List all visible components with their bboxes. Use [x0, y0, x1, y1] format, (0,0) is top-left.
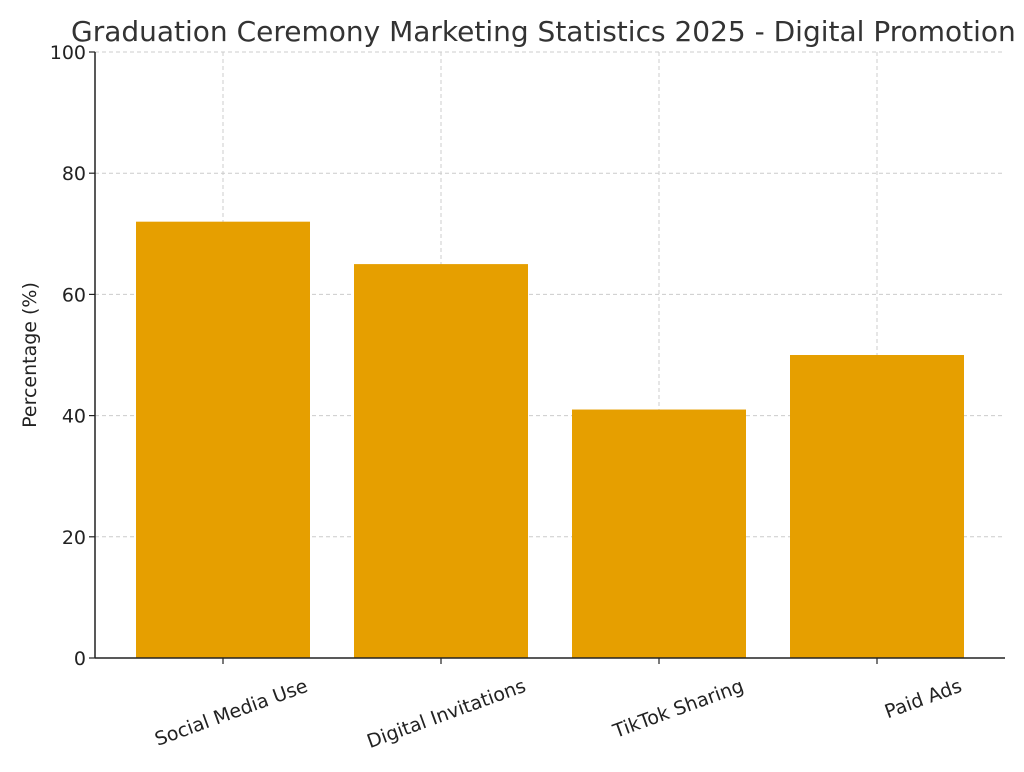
y-axis-label: Percentage (%)	[19, 282, 41, 428]
x-tick-label: TikTok Sharing	[609, 675, 746, 743]
y-tick-label: 100	[50, 42, 86, 64]
x-tick-label: Digital Invitations	[364, 675, 529, 753]
y-tick-label: 0	[74, 648, 86, 670]
y-tick-label: 60	[62, 284, 86, 306]
chart-title: Graduation Ceremony Marketing Statistics…	[71, 15, 1016, 48]
x-tick-label: Paid Ads	[882, 675, 965, 723]
y-tick-label: 20	[62, 527, 86, 549]
bar-tiktok-sharing	[572, 409, 746, 658]
x-tick-label: Social Media Use	[152, 675, 311, 751]
y-tick-label: 40	[62, 406, 86, 428]
bar-digital-invitations	[354, 264, 528, 658]
bar-paid-ads	[790, 355, 964, 658]
bars-layer	[136, 221, 964, 658]
bar-social-media-use	[136, 221, 310, 658]
y-tick-label: 80	[62, 163, 86, 185]
axes-layer	[94, 52, 1005, 659]
